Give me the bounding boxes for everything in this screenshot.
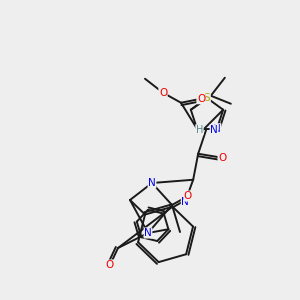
Text: O: O: [159, 88, 167, 98]
Text: N: N: [210, 125, 218, 135]
Text: S: S: [204, 93, 210, 103]
Text: N: N: [148, 178, 156, 188]
Text: H: H: [196, 125, 203, 135]
Text: O: O: [184, 191, 192, 201]
Text: O: O: [197, 94, 205, 104]
Text: O: O: [218, 153, 226, 163]
Text: N: N: [181, 197, 189, 207]
Text: N: N: [144, 228, 152, 238]
Text: N: N: [213, 124, 221, 134]
Text: O: O: [106, 260, 114, 270]
